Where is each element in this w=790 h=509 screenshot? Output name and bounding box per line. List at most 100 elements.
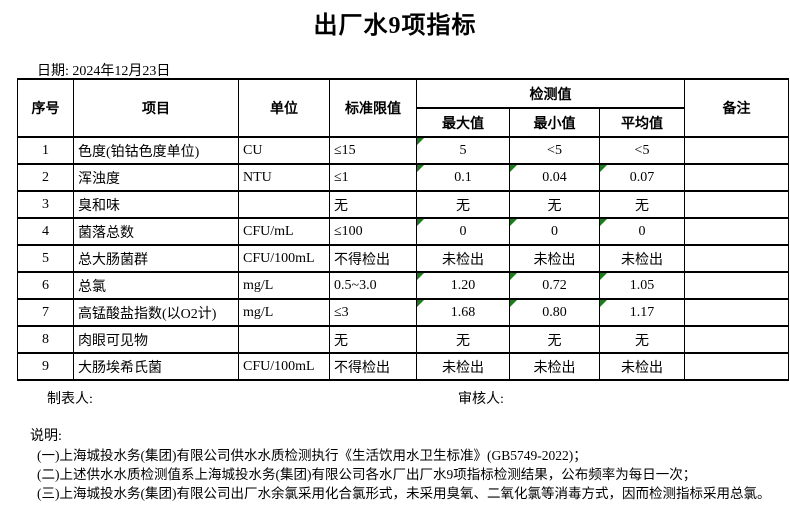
table-row: 9 大肠埃希氏菌 CFU/100mL 不得检出 未检出 未检出 未检出 [17,352,789,381]
cell-unit: CFU/100mL [238,244,330,273]
table-row: 7 高锰酸盐指数(以O2计) mg/L ≤3 1.68 0.80 1.17 [17,298,789,327]
header-item: 项目 [73,78,239,138]
cell-unit [238,190,330,219]
table-row: 3 臭和味 无 无 无 无 [17,190,789,219]
cell-limit: 不得检出 [329,352,417,381]
cell-item: 高锰酸盐指数(以O2计) [73,298,239,327]
cell-item: 色度(铂钴色度单位) [73,136,239,165]
header-detection: 检测值 [416,78,685,109]
table-row: 1 色度(铂钴色度单位) CU ≤15 5 <5 <5 [17,136,789,165]
number-stored-as-text-flag-icon [600,274,607,280]
table-row: 6 总氯 mg/L 0.5~3.0 1.20 0.72 1.05 [17,271,789,300]
cell-avg: 1.17 [599,298,685,327]
cell-remark [684,298,789,327]
cell-unit: CFU/mL [238,217,330,246]
cell-max: 0.1 [416,163,510,192]
cell-max: 1.68 [416,298,510,327]
number-stored-as-text-flag-icon [510,166,517,172]
cell-min: 0.72 [509,271,600,300]
table-row: 5 总大肠菌群 CFU/100mL 不得检出 未检出 未检出 未检出 [17,244,789,273]
number-stored-as-text-flag-icon [510,301,517,307]
date-label: 日期: 2024年12月23日 [37,64,171,79]
number-stored-as-text-flag-icon [417,274,424,280]
cell-avg: 无 [599,325,685,354]
cell-item: 肉眼可见物 [73,325,239,354]
page-title: 出厂水9项指标 [313,13,477,39]
cell-avg: 0.07 [599,163,685,192]
cell-remark [684,271,789,300]
cell-no: 6 [17,271,74,300]
header-max: 最大值 [416,107,510,138]
cell-limit: ≤15 [329,136,417,165]
cell-max: 未检出 [416,352,510,381]
cell-remark [684,244,789,273]
cell-remark [684,352,789,381]
cell-avg: 0 [599,217,685,246]
number-stored-as-text-flag-icon [600,301,607,307]
cell-remark [684,136,789,165]
cell-no: 4 [17,217,74,246]
cell-item: 大肠埃希氏菌 [73,352,239,381]
number-stored-as-text-flag-icon [417,139,424,145]
cell-item: 菌落总数 [73,217,239,246]
cell-no: 9 [17,352,74,381]
note-line-2: (二)上述供水水质检测值系上海城投水务(集团)有限公司各水厂出厂水9项指标检测结… [37,467,697,482]
cell-unit: CU [238,136,330,165]
cell-limit: ≤1 [329,163,417,192]
cell-min: 未检出 [509,244,600,273]
cell-unit: CFU/100mL [238,352,330,381]
number-stored-as-text-flag-icon [600,166,607,172]
cell-min: 未检出 [509,352,600,381]
cell-unit: NTU [238,163,330,192]
cell-item: 总氯 [73,271,239,300]
cell-max: 无 [416,190,510,219]
cell-min: 无 [509,325,600,354]
number-stored-as-text-flag-icon [417,166,424,172]
number-stored-as-text-flag-icon [510,274,517,280]
cell-limit: 不得检出 [329,244,417,273]
header-remark: 备注 [684,78,789,138]
cell-avg: 未检出 [599,352,685,381]
cell-max: 1.20 [416,271,510,300]
table-row: 4 菌落总数 CFU/mL ≤100 0 0 0 [17,217,789,246]
number-stored-as-text-flag-icon [417,220,424,226]
cell-min: <5 [509,136,600,165]
cell-unit: mg/L [238,298,330,327]
number-stored-as-text-flag-icon [417,301,424,307]
cell-no: 8 [17,325,74,354]
cell-item: 臭和味 [73,190,239,219]
cell-avg: <5 [599,136,685,165]
cell-min: 0 [509,217,600,246]
cell-limit: 0.5~3.0 [329,271,417,300]
cell-remark [684,163,789,192]
preparer-label: 制表人: [47,392,93,407]
notes-label: 说明: [30,429,62,444]
header-avg: 平均值 [599,107,685,138]
cell-item: 浑浊度 [73,163,239,192]
cell-min: 无 [509,190,600,219]
cell-no: 5 [17,244,74,273]
number-stored-as-text-flag-icon [510,220,517,226]
cell-max: 无 [416,325,510,354]
note-line-1: (一)上海城投水务(集团)有限公司供水水质检测执行《生活饮用水卫生标准》(GB5… [37,448,587,463]
table-header: 序号 项目 单位 标准限值 检测值 备注 最大值 最小值 平均值 [17,78,789,138]
cell-remark [684,190,789,219]
cell-max: 5 [416,136,510,165]
number-stored-as-text-flag-icon [600,220,607,226]
reviewer-label: 审核人: [458,392,504,407]
cell-limit: ≤100 [329,217,417,246]
indicators-table: 序号 项目 单位 标准限值 检测值 备注 最大值 最小值 平均值 1 色度(铂钴… [17,78,789,381]
cell-no: 7 [17,298,74,327]
cell-limit: 无 [329,325,417,354]
cell-unit: mg/L [238,271,330,300]
cell-remark [684,217,789,246]
cell-min: 0.04 [509,163,600,192]
cell-max: 未检出 [416,244,510,273]
header-no: 序号 [17,78,74,138]
cell-no: 1 [17,136,74,165]
table-row: 8 肉眼可见物 无 无 无 无 [17,325,789,354]
cell-avg: 无 [599,190,685,219]
cell-limit: 无 [329,190,417,219]
notes-section: (一)上海城投水务(集团)有限公司供水水质检测执行《生活饮用水卫生标准》(GB5… [37,446,770,503]
